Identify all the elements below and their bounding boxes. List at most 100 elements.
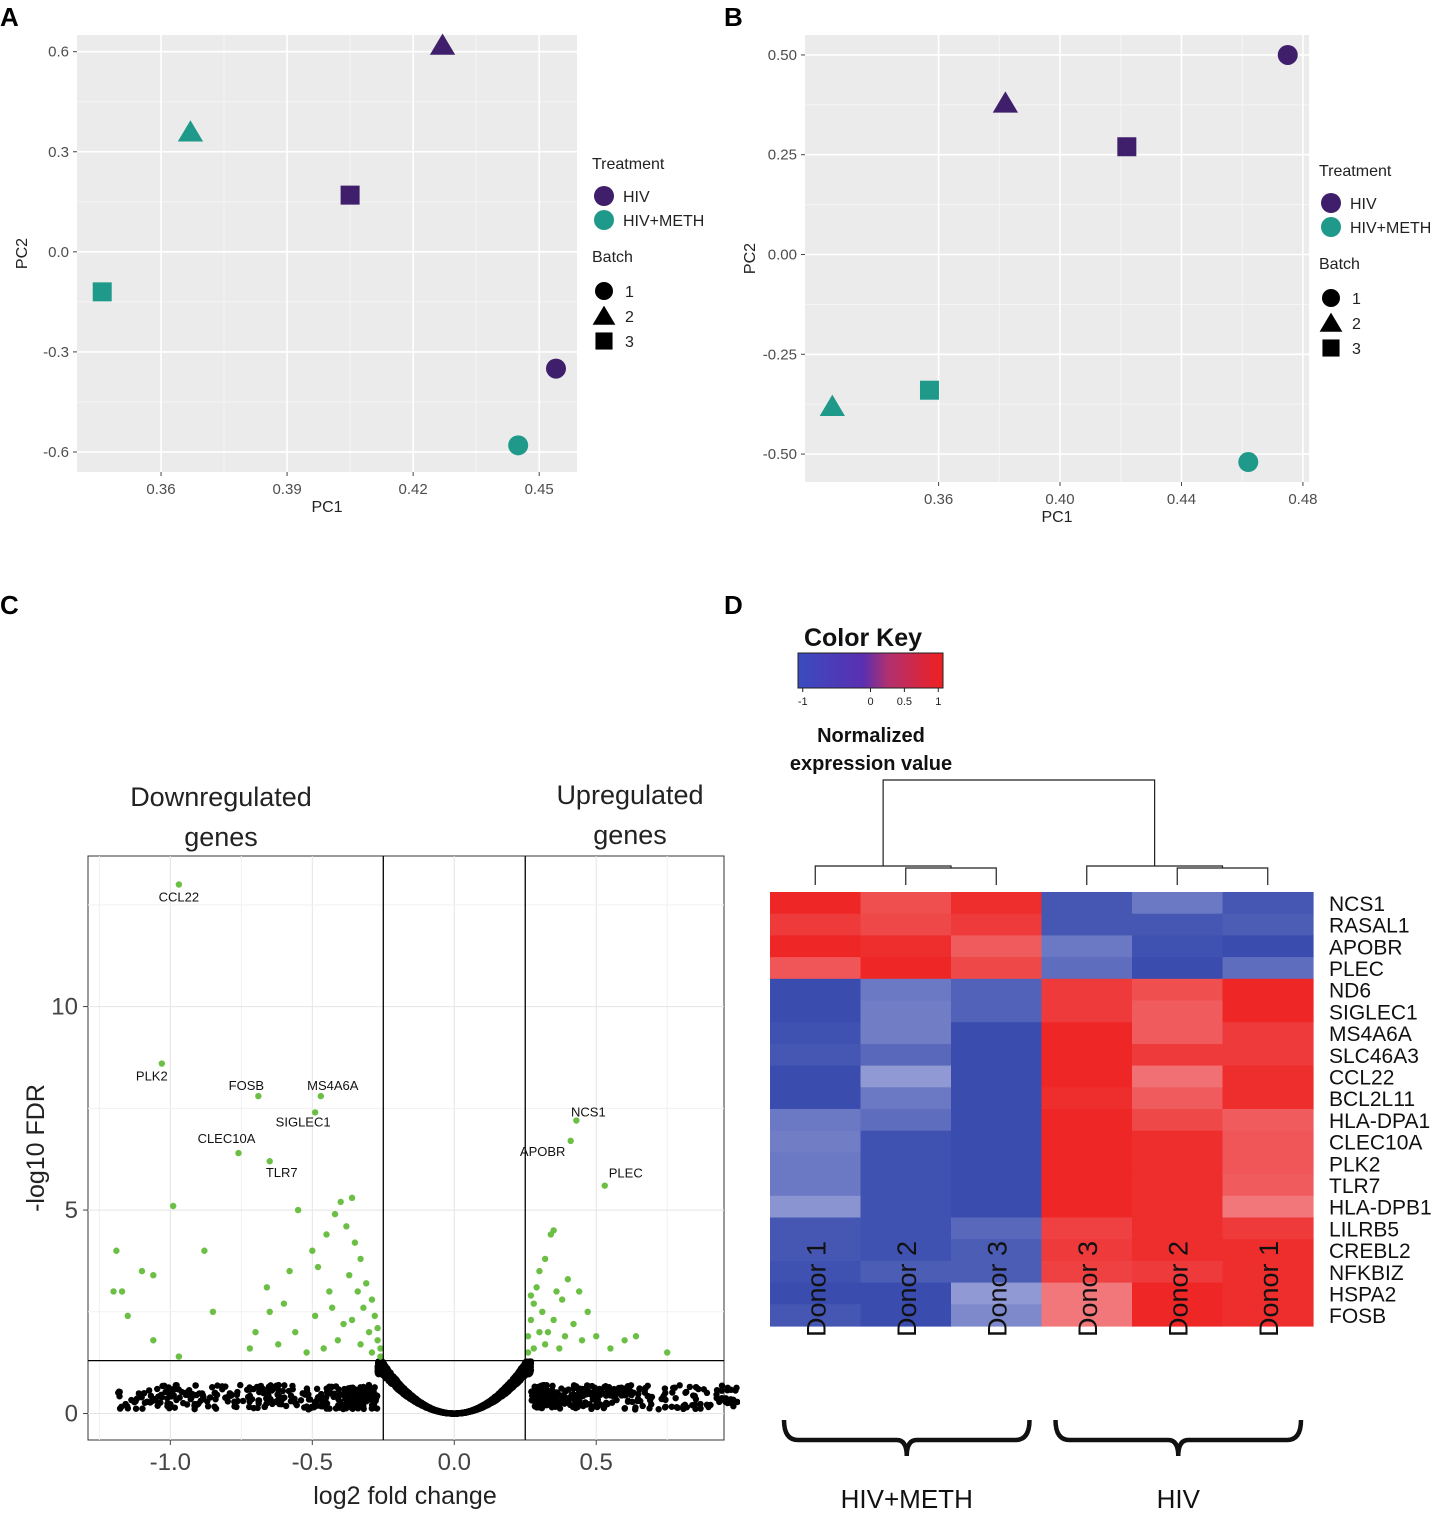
data-point xyxy=(386,1370,392,1376)
plot-background xyxy=(805,35,1309,482)
heatmap-cell xyxy=(951,1131,1042,1153)
significant-point xyxy=(585,1309,591,1315)
significant-point xyxy=(247,1345,253,1351)
gene-label: NCS1 xyxy=(1329,893,1385,916)
data-point xyxy=(629,1399,635,1405)
data-point xyxy=(627,1387,633,1393)
column-label: Donor 2 xyxy=(1163,1241,1193,1337)
labeled-gene-point xyxy=(176,881,182,887)
x-axis-title: log2 fold change xyxy=(313,1482,496,1510)
data-point xyxy=(537,1386,543,1392)
data-point xyxy=(556,1392,562,1398)
data-point xyxy=(543,1382,549,1388)
legend-batch-swatch xyxy=(1322,289,1340,307)
data-point xyxy=(159,1383,165,1389)
heatmap-cell xyxy=(1132,1022,1223,1044)
data-point xyxy=(278,1401,284,1407)
y-tick-label: -0.3 xyxy=(43,344,69,361)
heatmap-cell xyxy=(951,979,1042,1001)
heatmap-cell xyxy=(1223,914,1314,936)
gene-label: APOBR xyxy=(1329,936,1403,959)
data-point xyxy=(549,1383,555,1389)
heatmap-cell xyxy=(1223,1087,1314,1109)
y-tick-label: 0.50 xyxy=(768,47,797,64)
data-point xyxy=(198,1397,204,1403)
heatmap-cell xyxy=(1223,1174,1314,1196)
y-tick-label: 0 xyxy=(65,1401,78,1428)
data-point xyxy=(365,1384,371,1390)
significant-point xyxy=(176,1353,182,1359)
data-point xyxy=(637,1398,643,1404)
x-tick-label: 0.36 xyxy=(924,491,953,508)
heatmap-cell xyxy=(770,1174,861,1196)
significant-point xyxy=(275,1341,281,1347)
heatmap-cell xyxy=(770,1001,861,1023)
legend-batch-swatch xyxy=(595,282,613,300)
data-point xyxy=(550,1389,556,1395)
data-point xyxy=(152,1396,158,1402)
significant-point xyxy=(281,1300,287,1306)
heatmap-cell xyxy=(861,1066,952,1088)
significant-point xyxy=(210,1309,216,1315)
significant-point xyxy=(264,1284,270,1290)
data-point xyxy=(398,1384,404,1390)
gene-label: PLEC xyxy=(1329,958,1384,981)
data-point xyxy=(192,1382,198,1388)
data-point xyxy=(139,1405,145,1411)
data-point xyxy=(116,1389,122,1395)
significant-point xyxy=(369,1349,375,1355)
heatmap-cell xyxy=(1132,1131,1223,1153)
heatmap-cell xyxy=(951,1044,1042,1066)
significant-point xyxy=(349,1195,355,1201)
gene-label: HSPA2 xyxy=(1329,1283,1396,1306)
heatmap-cell xyxy=(861,1174,952,1196)
data-point xyxy=(183,1392,189,1398)
data-point xyxy=(579,1386,585,1392)
data-point xyxy=(655,1406,661,1412)
dendrogram-branch xyxy=(906,868,997,885)
data-point xyxy=(345,1394,351,1400)
gene-label: SIGLEC1 xyxy=(276,1114,331,1129)
data-point xyxy=(376,1360,382,1366)
heatmap-cell xyxy=(1042,1044,1133,1066)
gene-label: FOSB xyxy=(1329,1305,1386,1328)
data-point xyxy=(346,1385,352,1391)
significant-point xyxy=(579,1337,585,1343)
significant-point xyxy=(170,1203,176,1209)
heatmap-cell xyxy=(861,1152,952,1174)
gene-label: BCL2L11 xyxy=(1329,1088,1415,1111)
legend-batch-label: 1 xyxy=(625,284,634,301)
data-point xyxy=(225,1398,231,1404)
color-key-title: Color Key xyxy=(804,624,922,652)
legend-title-treatment: Treatment xyxy=(1319,163,1392,180)
significant-point xyxy=(119,1288,125,1294)
data-point xyxy=(333,1405,339,1411)
significant-point xyxy=(139,1268,145,1274)
significant-point xyxy=(565,1276,571,1282)
significant-point xyxy=(326,1288,332,1294)
group-bracket xyxy=(1056,1420,1302,1456)
group-label: HIV xyxy=(1157,1484,1201,1510)
column-label: Donor 1 xyxy=(801,1241,831,1337)
heatmap-cell xyxy=(861,1044,952,1066)
significant-point xyxy=(531,1345,537,1351)
heatmap-cell xyxy=(1042,892,1133,914)
y-tick-label: 0.6 xyxy=(48,44,69,61)
significant-point xyxy=(323,1231,329,1237)
heatmap-cell xyxy=(1042,1001,1133,1023)
x-tick-label: 0.42 xyxy=(399,481,428,498)
significant-point xyxy=(352,1239,358,1245)
data-point xyxy=(291,1396,297,1402)
heatmap-cell xyxy=(770,1109,861,1131)
data-point xyxy=(636,1385,642,1391)
data-point xyxy=(532,1390,538,1396)
data-point xyxy=(281,1382,287,1388)
x-tick-label: 0.45 xyxy=(525,481,554,498)
heatmap-cell xyxy=(951,957,1042,979)
significant-point xyxy=(545,1329,551,1335)
data-point xyxy=(613,1397,619,1403)
labeled-gene-point xyxy=(318,1093,324,1099)
annotation-upregulated: genes xyxy=(593,820,667,850)
heatmap-cell xyxy=(861,957,952,979)
column-label: Donor 1 xyxy=(1254,1241,1284,1337)
